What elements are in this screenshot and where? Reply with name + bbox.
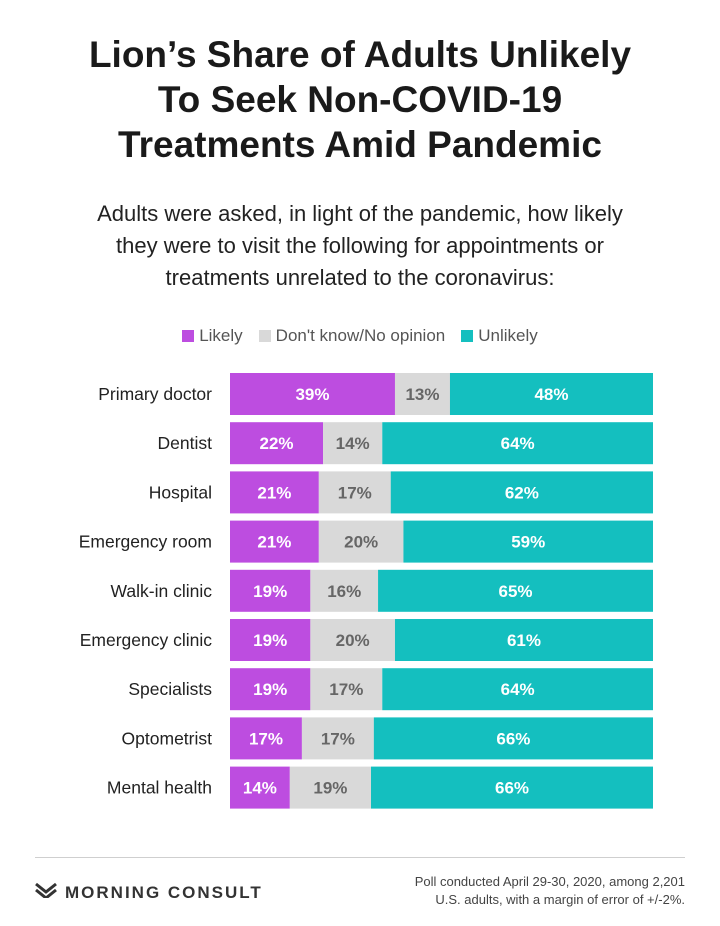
data-label-dont-know: 20%	[336, 631, 370, 650]
category-label: Primary doctor	[98, 384, 212, 404]
data-label-unlikely: 64%	[501, 680, 535, 699]
morning-consult-logo-icon	[35, 882, 57, 903]
category-label: Emergency clinic	[80, 630, 213, 650]
data-label-unlikely: 62%	[505, 483, 539, 502]
category-label: Dentist	[158, 433, 213, 453]
data-label-dont-know: 17%	[329, 680, 363, 699]
bar-segment-unlikely	[390, 471, 653, 514]
legend-swatch-unlikely	[461, 330, 474, 342]
legend: Likely Don't know/No opinion Unlikely	[0, 326, 720, 346]
data-label-unlikely: 61%	[507, 631, 541, 650]
legend-item-unlikely: Unlikely	[461, 326, 538, 346]
data-label-dont-know: 13%	[405, 385, 439, 404]
bar-segment-dont-know	[318, 471, 391, 514]
data-label-likely: 21%	[257, 533, 291, 552]
bar-segment-likely	[230, 668, 311, 711]
bar-segment-likely	[230, 422, 324, 465]
stacked-bar-chart: Primary doctor 39% 13% 48% Dentist 22% 14% 64% H…	[79, 373, 653, 809]
category-label: Specialists	[128, 679, 212, 699]
brand-name: MORNING CONSULT	[65, 882, 263, 902]
legend-label-dont-know: Don't know/No opinion	[275, 326, 446, 345]
chart-subtitle: Adults were asked, in light of the pande…	[97, 201, 623, 290]
legend-label-likely: Likely	[199, 326, 243, 345]
bar-segment-unlikely	[403, 520, 653, 563]
data-label-dont-know: 17%	[338, 483, 372, 502]
bar-segment-unlikely	[373, 717, 653, 760]
bar-segment-dont-know	[394, 373, 450, 415]
chart-title: Lion’s Share of Adults Unlikely To Seek …	[88, 34, 632, 165]
legend-label-unlikely: Unlikely	[478, 326, 538, 345]
bar-segment-dont-know	[310, 569, 379, 612]
data-label-dont-know: 16%	[327, 582, 361, 601]
data-label-unlikely: 66%	[496, 729, 530, 748]
data-label-likely: 14%	[243, 779, 277, 798]
bar-segment-dont-know	[310, 619, 395, 661]
bar-segment-likely	[230, 373, 395, 415]
data-label-dont-know: 20%	[344, 533, 378, 552]
brand-logo: MORNING CONSULT	[35, 882, 263, 903]
legend-item-dont-know: Don't know/No opinion	[258, 326, 446, 346]
data-label-likely: 39%	[295, 385, 329, 404]
bar-segment-dont-know	[310, 668, 383, 711]
data-label-dont-know: 17%	[321, 729, 355, 748]
data-label-unlikely: 64%	[501, 434, 535, 453]
data-label-likely: 19%	[253, 680, 287, 699]
bar-segment-unlikely	[371, 766, 653, 809]
category-label: Optometrist	[122, 728, 213, 748]
data-label-likely: 19%	[253, 582, 287, 601]
data-label-dont-know: 19%	[313, 779, 347, 798]
bar-segment-likely	[230, 520, 319, 563]
bar-segment-dont-know	[289, 766, 371, 809]
bar-segment-dont-know	[318, 520, 404, 563]
footer-divider	[35, 857, 685, 858]
category-label: Emergency room	[79, 532, 212, 552]
bar-segment-likely	[230, 717, 302, 760]
legend-swatch-dont-know	[258, 330, 271, 342]
bar-segment-likely	[230, 569, 311, 612]
bar-segment-unlikely	[449, 373, 653, 415]
bar-segment-likely	[230, 766, 290, 809]
data-label-unlikely: 65%	[499, 582, 533, 601]
bar-segment-likely	[230, 471, 319, 514]
data-label-likely: 19%	[253, 631, 287, 650]
bar-segment-unlikely	[382, 668, 653, 711]
bar-segment-unlikely	[382, 422, 653, 465]
bar-segment-unlikely	[394, 619, 653, 661]
data-label-unlikely: 48%	[534, 385, 568, 404]
bar-segment-dont-know	[323, 422, 383, 465]
data-label-unlikely: 66%	[495, 779, 529, 798]
data-label-likely: 21%	[257, 483, 291, 502]
bar-segment-unlikely	[378, 569, 653, 612]
data-label-dont-know: 14%	[336, 434, 370, 453]
category-label: Mental health	[107, 778, 212, 798]
legend-item-likely: Likely	[182, 326, 243, 346]
footnote: Poll conducted April 29-30, 2020, among …	[414, 874, 685, 907]
category-label: Hospital	[149, 482, 212, 502]
legend-swatch-likely	[182, 330, 195, 342]
data-label-unlikely: 59%	[511, 533, 545, 552]
bar-segment-dont-know	[301, 717, 374, 760]
category-label: Walk-in clinic	[111, 581, 213, 601]
bar-segment-likely	[230, 619, 311, 661]
data-label-likely: 17%	[249, 729, 283, 748]
data-label-likely: 22%	[260, 434, 294, 453]
